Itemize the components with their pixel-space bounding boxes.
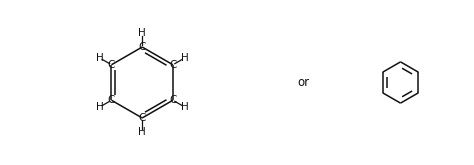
Text: C: C	[169, 60, 177, 70]
Text: H: H	[96, 53, 103, 63]
Text: or: or	[297, 76, 310, 89]
Text: C: C	[108, 95, 115, 105]
Text: C: C	[169, 95, 177, 105]
Text: H: H	[138, 127, 146, 137]
Text: C: C	[108, 60, 115, 70]
Text: H: H	[181, 102, 189, 112]
Text: H: H	[96, 102, 103, 112]
Text: C: C	[138, 42, 146, 52]
Text: H: H	[181, 53, 189, 63]
Text: H: H	[138, 28, 146, 38]
Text: C: C	[138, 113, 146, 123]
